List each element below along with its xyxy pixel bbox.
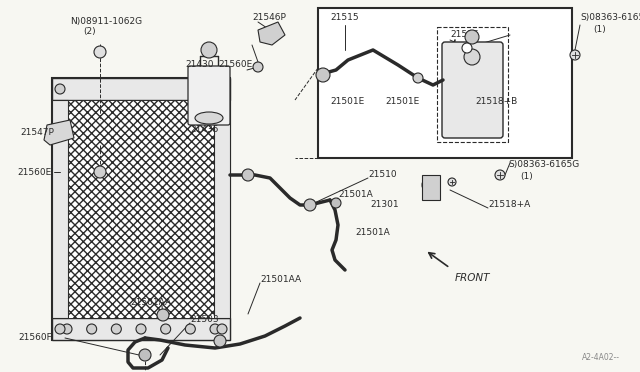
Circle shape	[62, 324, 72, 334]
Circle shape	[86, 324, 97, 334]
Circle shape	[55, 84, 65, 94]
Circle shape	[448, 178, 456, 186]
Circle shape	[136, 324, 146, 334]
Text: S)08363-6165G: S)08363-6165G	[508, 160, 579, 169]
Text: (1): (1)	[593, 25, 605, 34]
Text: 21503: 21503	[190, 315, 219, 324]
Circle shape	[242, 169, 254, 181]
Circle shape	[201, 42, 217, 58]
Circle shape	[422, 177, 438, 193]
Text: 21501A: 21501A	[355, 228, 390, 237]
Bar	[437, 27, 508, 142]
Circle shape	[139, 349, 151, 361]
Text: A2-4A02--: A2-4A02--	[582, 353, 620, 362]
Text: 21560F: 21560F	[18, 333, 52, 342]
Polygon shape	[258, 22, 285, 45]
Text: S)08363-6165G: S)08363-6165G	[580, 13, 640, 22]
Circle shape	[316, 68, 330, 82]
Text: 21515: 21515	[330, 13, 358, 22]
Circle shape	[464, 49, 480, 65]
Circle shape	[462, 43, 472, 53]
Circle shape	[214, 335, 226, 347]
Text: (2): (2)	[83, 27, 95, 36]
Circle shape	[495, 170, 505, 180]
Circle shape	[217, 324, 227, 334]
FancyBboxPatch shape	[442, 42, 503, 138]
Circle shape	[111, 324, 122, 334]
Polygon shape	[44, 120, 74, 145]
Text: 21560E: 21560E	[218, 60, 252, 69]
Circle shape	[304, 199, 316, 211]
Text: 21430: 21430	[185, 60, 214, 69]
Text: 21547P: 21547P	[20, 128, 54, 137]
Text: 21501E: 21501E	[385, 97, 419, 106]
Circle shape	[465, 30, 479, 44]
Text: 21501AA: 21501AA	[260, 275, 301, 284]
Text: (1): (1)	[520, 172, 532, 181]
Text: 21501A: 21501A	[338, 190, 372, 199]
Circle shape	[413, 73, 423, 83]
Circle shape	[186, 324, 195, 334]
Text: 21518+A: 21518+A	[488, 200, 531, 209]
Text: 21546P: 21546P	[252, 13, 286, 22]
Text: 21518+B: 21518+B	[475, 97, 517, 106]
Bar	[52, 100, 68, 318]
Text: FRONT: FRONT	[455, 273, 490, 283]
Circle shape	[331, 198, 341, 208]
Text: 21435: 21435	[190, 125, 218, 134]
Circle shape	[94, 166, 106, 178]
Text: 21501AA: 21501AA	[130, 298, 171, 307]
Circle shape	[253, 62, 263, 72]
Circle shape	[94, 46, 106, 58]
Bar	[52, 78, 230, 100]
Text: 21301: 21301	[370, 200, 399, 209]
Circle shape	[570, 50, 580, 60]
Text: N)08911-1062G: N)08911-1062G	[70, 17, 142, 26]
Bar	[318, 8, 572, 158]
Circle shape	[157, 309, 169, 321]
Text: 21560E: 21560E	[17, 168, 51, 177]
Bar	[52, 318, 230, 340]
FancyBboxPatch shape	[188, 66, 230, 125]
Circle shape	[161, 324, 171, 334]
Circle shape	[210, 324, 220, 334]
Circle shape	[217, 84, 227, 94]
Bar	[52, 78, 230, 340]
Text: 21510: 21510	[368, 170, 397, 179]
Bar	[422, 175, 440, 200]
Text: 21501E: 21501E	[330, 97, 364, 106]
Text: 21516: 21516	[450, 30, 479, 39]
Bar	[214, 100, 230, 318]
Circle shape	[55, 324, 65, 334]
Bar	[68, 100, 214, 318]
Ellipse shape	[195, 112, 223, 124]
